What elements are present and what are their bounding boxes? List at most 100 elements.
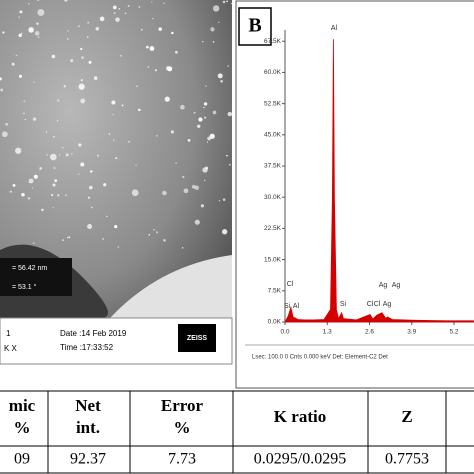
peak-label: Al	[331, 25, 338, 32]
x-tick-label: 3.9	[407, 329, 416, 336]
particle	[93, 76, 98, 80]
particle	[152, 17, 154, 20]
peak-label: Si	[284, 303, 291, 310]
particle	[148, 234, 151, 236]
peak-label: Al	[293, 303, 300, 310]
particle	[57, 99, 60, 102]
particle	[115, 157, 118, 160]
particle	[28, 3, 30, 5]
particle	[206, 141, 209, 143]
y-tick-label: 30.0K	[264, 194, 282, 201]
particle	[86, 36, 89, 39]
particle	[112, 5, 117, 10]
particle	[124, 12, 127, 14]
particle	[95, 26, 100, 31]
particle	[90, 170, 93, 173]
particle	[153, 229, 155, 231]
particle	[66, 236, 69, 239]
particle	[227, 65, 229, 67]
particle	[181, 247, 184, 249]
particle	[183, 188, 189, 194]
y-tick-label: 0.0K	[268, 319, 282, 326]
particle	[113, 139, 115, 141]
footer: Lsec: 100.0 0 Cnts 0.000 keV Det: Elemen…	[252, 355, 388, 361]
table-cell: 0.0295/0.0295	[254, 451, 346, 468]
column-header: mic	[9, 396, 36, 415]
particle	[31, 187, 34, 189]
x-tick-label: 1.3	[323, 329, 332, 336]
particle	[191, 184, 196, 189]
particle	[80, 98, 86, 104]
particle	[27, 196, 31, 200]
particle	[46, 154, 48, 156]
y-tick-label: 22.5K	[264, 225, 282, 232]
particle	[52, 183, 56, 187]
particle	[65, 194, 67, 197]
x-tick-label: 0.0	[280, 329, 289, 336]
particle	[175, 162, 177, 164]
particle	[228, 163, 231, 166]
particle	[34, 31, 40, 36]
y-tick-label: 52.5K	[264, 100, 282, 107]
particle	[62, 147, 64, 149]
particle	[170, 130, 175, 134]
particle	[19, 10, 23, 14]
particle	[37, 9, 45, 17]
particle	[102, 238, 104, 240]
spectrum	[284, 39, 474, 323]
particle	[131, 189, 139, 197]
particle	[202, 167, 208, 173]
particle	[78, 143, 82, 147]
particle	[158, 27, 162, 31]
table-cell: 7.73	[168, 451, 196, 468]
panel-label: B	[248, 15, 261, 37]
particle	[65, 153, 69, 157]
particle	[12, 183, 16, 187]
particle	[41, 208, 44, 212]
particle	[66, 38, 69, 40]
table-cell: 09	[14, 451, 30, 468]
peak-label: Si	[340, 301, 347, 308]
particle	[175, 50, 178, 54]
column-header: %	[14, 418, 31, 437]
particle	[37, 0, 39, 1]
particle	[222, 229, 228, 235]
spectrum-panel: B Lsec: 100.0 0 Cnts 0.000 keV Det: Elem…	[235, 0, 474, 389]
info-text: Date :14 Feb 2019	[60, 329, 127, 338]
particle	[227, 111, 233, 117]
particle	[33, 174, 38, 179]
logo: ZEISS	[187, 335, 208, 342]
particle	[114, 225, 118, 229]
particle	[58, 154, 61, 156]
particle	[202, 41, 204, 43]
particle	[151, 1, 153, 3]
particle	[5, 122, 9, 126]
particle	[204, 116, 207, 119]
particle	[28, 27, 34, 33]
column-header: %	[174, 418, 191, 437]
peak-label: Ag	[383, 301, 392, 308]
x-tick-label: 2.6	[365, 329, 374, 336]
particle	[203, 106, 205, 109]
measurement: = 53.1 °	[12, 283, 37, 291]
column-header: Net	[75, 396, 101, 415]
particle	[163, 239, 166, 242]
y-tick-label: 15.0K	[264, 256, 282, 263]
particle	[217, 73, 223, 79]
particle	[54, 179, 58, 183]
particle	[53, 136, 55, 138]
peak-label: Cl	[287, 281, 294, 288]
particle	[71, 153, 73, 155]
particle	[87, 223, 93, 230]
particle	[136, 85, 138, 88]
column-header: int.	[76, 418, 100, 437]
measurement: = 56.42 nm	[12, 265, 47, 272]
particle	[194, 185, 200, 191]
sem-bright-region	[110, 255, 232, 318]
particle	[87, 196, 90, 199]
particle	[128, 141, 130, 143]
table: mic% Net int. Error% K ratio Z 09 92.37 7.73 0.02…	[0, 390, 474, 474]
particle	[127, 5, 130, 7]
particle	[23, 112, 25, 115]
